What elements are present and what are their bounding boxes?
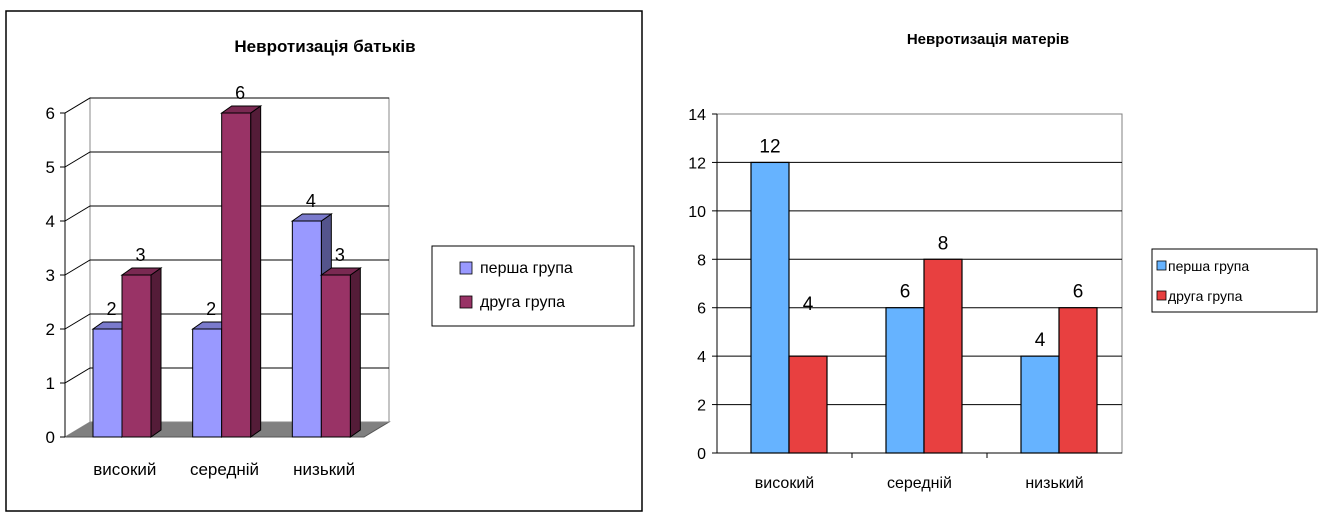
- data-label: 3: [135, 245, 145, 265]
- gridline: [64, 313, 389, 330]
- data-label: 6: [235, 83, 245, 103]
- bar: [319, 267, 362, 438]
- legend-box: [431, 245, 635, 327]
- legend-label-second-group: друга група: [1168, 288, 1243, 304]
- bar: [220, 105, 263, 438]
- y-tick-label: 5: [46, 158, 55, 177]
- y-tick-label: 6: [697, 301, 706, 318]
- bar: [788, 355, 828, 454]
- gridline: [64, 97, 389, 114]
- gridline: [64, 205, 389, 222]
- chart-fathers: Невротизація батьків 0 1 2 3 4 5 6 2 3 2 6 4 3 висо…: [5, 10, 643, 512]
- gridline: [64, 367, 389, 384]
- bar: [923, 258, 963, 454]
- y-tick-label: 12: [688, 155, 706, 172]
- data-label: 4: [803, 294, 814, 315]
- x-tick-label: високий: [755, 475, 814, 492]
- legend-swatch-first-group: [1156, 260, 1167, 271]
- chart-title: Невротизація батьків: [234, 37, 415, 56]
- y-tick-label: 6: [46, 104, 55, 123]
- bar: [1020, 355, 1060, 454]
- legend: перша група друга група: [431, 245, 635, 327]
- x-tick-label: високий: [93, 460, 156, 479]
- y-tick-label: 10: [688, 204, 706, 221]
- y-tick-label: 0: [697, 446, 706, 463]
- bar: [750, 161, 790, 454]
- x-tick-label: середній: [887, 475, 952, 492]
- data-label: 6: [900, 282, 911, 303]
- x-tick-label: низький: [1025, 475, 1083, 492]
- legend: перша група друга група: [1151, 248, 1318, 313]
- bar: [885, 307, 925, 454]
- legend-label-second-group: друга група: [480, 294, 565, 311]
- data-label: 12: [759, 136, 780, 157]
- data-label: 3: [335, 245, 345, 265]
- legend-swatch-second-group: [1156, 290, 1167, 301]
- y-tick-label: 4: [697, 349, 706, 366]
- bar: [120, 267, 163, 438]
- x-tick-label: низький: [293, 460, 355, 479]
- x-tick-label: середній: [190, 460, 259, 479]
- y-tick-label: 8: [697, 252, 706, 269]
- legend-label-first-group: перша група: [480, 260, 573, 277]
- chart-mothers: Невротизація матерів 0 2 4 6 8 10 12 14 12 4 6 8 4 6…: [688, 31, 1318, 492]
- gridline: [64, 259, 389, 276]
- bar: [1058, 307, 1098, 454]
- data-label: 2: [106, 299, 116, 319]
- y-tick-label: 3: [46, 266, 55, 285]
- legend-box: [1151, 248, 1318, 313]
- legend-label-first-group: перша група: [1168, 258, 1249, 274]
- legend-swatch-second-group: [459, 295, 473, 309]
- data-label: 4: [1035, 330, 1046, 351]
- y-tick-label: 0: [46, 428, 55, 447]
- y-tick-label: 2: [697, 398, 706, 415]
- y-tick-label: 4: [46, 212, 55, 231]
- data-label: 8: [938, 233, 949, 254]
- data-label: 2: [206, 299, 216, 319]
- data-label: 4: [306, 191, 316, 211]
- gridline: [64, 151, 389, 168]
- data-label: 6: [1073, 282, 1084, 303]
- chart-title: Невротизація матерів: [907, 31, 1069, 48]
- y-tick-label: 1: [46, 374, 55, 393]
- y-tick-label: 14: [688, 107, 706, 124]
- legend-swatch-first-group: [459, 261, 473, 275]
- y-tick-label: 2: [46, 320, 55, 339]
